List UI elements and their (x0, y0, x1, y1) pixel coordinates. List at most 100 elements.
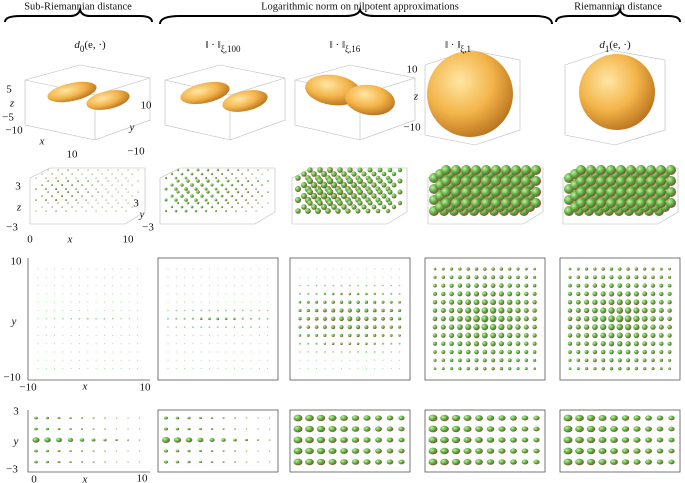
glyph (210, 428, 214, 430)
glyph (230, 194, 234, 198)
glyph (37, 326, 39, 328)
glyph (210, 417, 214, 419)
glyph (175, 359, 177, 361)
glyph (66, 179, 70, 183)
glyph (112, 293, 114, 295)
glyph (486, 437, 495, 443)
glyph (440, 316, 446, 322)
glyph (331, 171, 337, 177)
glyph (233, 334, 235, 336)
glyph (633, 415, 641, 421)
glyph (646, 176, 656, 186)
glyph (533, 459, 540, 465)
glyph (449, 332, 455, 338)
glyph (137, 202, 139, 204)
glyph (621, 448, 630, 454)
glyph (250, 301, 252, 303)
glyph (397, 317, 402, 321)
glyph (164, 209, 168, 213)
glyph (473, 332, 480, 339)
glyph (332, 359, 334, 361)
glyph (175, 343, 177, 345)
glyph (441, 275, 446, 280)
brace (159, 6, 553, 25)
glyph (34, 416, 38, 420)
glyph (531, 198, 541, 208)
glyph (222, 428, 225, 430)
glyph (257, 461, 259, 463)
glyph (398, 300, 401, 304)
glyph (57, 449, 61, 453)
glyph (200, 351, 202, 353)
glyph (112, 310, 114, 311)
glyph (137, 351, 139, 353)
glyph (381, 333, 385, 337)
glyph (62, 318, 64, 320)
glyph (532, 300, 537, 305)
glyph (532, 341, 537, 346)
axis-label: −3 (6, 222, 18, 234)
glyph (34, 427, 38, 431)
glyph (45, 343, 47, 345)
glyph (183, 309, 186, 312)
glyph (87, 180, 89, 182)
glyph (481, 187, 491, 197)
box-frame (424, 49, 521, 146)
glyph (103, 310, 105, 311)
glyph (54, 351, 56, 353)
glyph (167, 368, 169, 370)
glyph (34, 449, 38, 453)
glyph (51, 195, 53, 197)
glyph (70, 285, 72, 287)
glyph (209, 334, 210, 336)
axis-label: x (82, 381, 88, 393)
glyph (616, 165, 626, 175)
glyph (214, 209, 218, 213)
glyph (45, 199, 47, 201)
glyph (501, 176, 511, 186)
glyph (234, 428, 236, 430)
glyph (45, 368, 47, 370)
glyph (235, 210, 237, 212)
glyph (245, 450, 248, 452)
glyph (451, 425, 461, 433)
glyph (332, 351, 335, 353)
glyph (294, 196, 302, 204)
glyph (449, 341, 454, 347)
glyph (209, 293, 210, 295)
axis-label: 0 (31, 474, 37, 483)
glyph (61, 206, 63, 208)
glyph (656, 165, 666, 175)
glyph (209, 359, 210, 361)
glyph (428, 447, 438, 455)
glyph (382, 284, 384, 287)
glyph (131, 206, 133, 208)
glyph (220, 172, 224, 176)
glyph (251, 173, 253, 175)
glyph (186, 168, 190, 172)
glyph (47, 202, 49, 204)
glyph (174, 198, 178, 202)
glyph (386, 437, 394, 443)
glyph (651, 275, 655, 280)
glyph (347, 308, 352, 313)
glyph (331, 204, 337, 210)
glyph (65, 177, 67, 179)
glyph (184, 334, 186, 336)
glyph (45, 177, 47, 179)
glyph (206, 168, 210, 172)
glyph (584, 283, 589, 288)
glyph (498, 415, 506, 421)
glyph (533, 448, 540, 454)
glyph (225, 334, 227, 336)
glyph (226, 179, 230, 183)
glyph (138, 450, 141, 452)
glyph (340, 292, 343, 296)
glyph (91, 195, 93, 197)
glyph (606, 187, 616, 197)
glyph (432, 341, 438, 346)
glyph (79, 359, 80, 361)
glyph (515, 316, 521, 322)
glyph (267, 268, 269, 270)
glyph (199, 427, 202, 431)
